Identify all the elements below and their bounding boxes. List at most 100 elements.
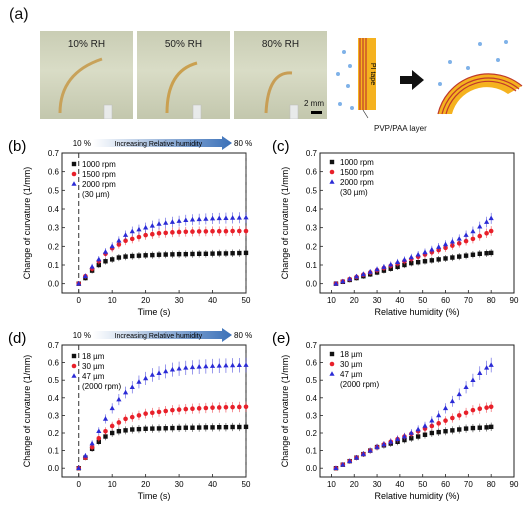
y-tick-label: 0.0 <box>306 280 318 289</box>
x-tick-label: 50 <box>418 296 427 305</box>
legend-marker <box>329 351 335 357</box>
data-point <box>395 264 400 270</box>
data-point <box>102 416 109 421</box>
data-point <box>436 257 441 262</box>
data-point <box>189 216 196 222</box>
y-tick-label: 0.1 <box>306 261 318 270</box>
data-point <box>463 253 469 258</box>
x-tick-label: 90 <box>510 480 519 489</box>
data-point <box>450 428 455 433</box>
data-point <box>217 251 222 256</box>
data-point <box>484 230 489 236</box>
data-point <box>477 425 482 430</box>
panel-b-label: (b) <box>8 138 26 155</box>
data-point <box>237 228 242 234</box>
data-point <box>223 424 229 430</box>
data-point <box>470 236 476 242</box>
panel-e-label: (e) <box>272 330 290 347</box>
data-point <box>230 215 236 220</box>
data-point <box>169 219 175 224</box>
data-point <box>190 251 195 257</box>
x-tick-label: 50 <box>242 480 251 489</box>
x-tick-label: 70 <box>464 296 473 305</box>
data-point <box>429 430 435 436</box>
data-point <box>223 405 229 410</box>
data-point <box>436 421 441 426</box>
legend-label: 30 µm <box>82 362 105 371</box>
legend-label: 47 µm <box>340 370 363 379</box>
data-point <box>443 418 448 423</box>
data-point <box>196 406 202 411</box>
panel-a-label: (a) <box>9 6 29 23</box>
data-point <box>109 405 115 411</box>
data-point <box>210 405 215 410</box>
data-point <box>216 405 222 410</box>
data-point <box>109 243 115 249</box>
x-tick-label: 80 <box>487 296 496 305</box>
data-point <box>409 260 414 266</box>
data-point <box>374 444 380 449</box>
y-tick-label: 0.1 <box>48 447 60 456</box>
data-point <box>150 426 155 431</box>
x-axis-label-e: Relative humidity (%) <box>374 491 459 501</box>
x-tick-label: 0 <box>77 480 82 489</box>
bending-schematic: PI tape <box>336 38 523 119</box>
y-tick-label: 0.2 <box>48 429 60 438</box>
series-c-2 <box>333 212 494 286</box>
data-point <box>183 406 189 412</box>
data-point <box>443 429 448 434</box>
legend-note: (30 µm) <box>82 190 110 199</box>
data-point <box>82 453 89 458</box>
humidity-arrow <box>92 136 233 150</box>
data-point <box>82 273 89 278</box>
data-point <box>170 425 175 431</box>
data-point <box>243 250 249 256</box>
legend-label: 18 µm <box>340 350 363 359</box>
data-point <box>176 251 182 257</box>
data-point <box>353 273 360 279</box>
series-e-0 <box>333 422 494 471</box>
data-point <box>488 404 494 410</box>
data-point <box>176 425 182 431</box>
legend-label: 1000 rpm <box>340 158 374 167</box>
data-point <box>116 255 122 260</box>
data-point <box>217 424 222 430</box>
data-point <box>415 260 421 265</box>
series-e-1 <box>333 401 494 471</box>
legend-label: 47 µm <box>82 372 105 381</box>
series-b-0 <box>76 249 249 286</box>
data-point <box>456 413 462 418</box>
data-point <box>429 258 435 263</box>
data-point <box>477 251 482 256</box>
x-tick-label: 20 <box>141 480 150 489</box>
data-point <box>230 251 235 256</box>
x-tick-label: 10 <box>327 296 336 305</box>
legend-marker <box>71 161 77 167</box>
data-point <box>123 428 128 433</box>
data-point <box>183 365 189 370</box>
data-point <box>130 253 135 259</box>
data-point <box>136 379 142 384</box>
data-point <box>163 408 169 414</box>
legend-marker <box>71 171 77 177</box>
strip-50rh-drawing <box>165 61 202 119</box>
data-point <box>333 280 339 286</box>
data-point <box>463 232 469 237</box>
data-point <box>103 259 108 264</box>
data-point <box>143 375 149 381</box>
data-point <box>443 256 448 261</box>
chart-d: (d) 0 10 20 30 40 50 0.0 0.1 0.2 0.3 0.4 0.5 0.6 0.7 Ti… <box>8 328 252 501</box>
y-axis-label-e: Change of curvature (1/mm) <box>280 355 290 468</box>
data-point <box>353 454 360 460</box>
data-point <box>381 441 387 447</box>
data-point <box>488 250 494 256</box>
legend-label: 18 µm <box>82 352 105 361</box>
strip-10rh-drawing <box>58 57 113 119</box>
data-point <box>169 366 175 372</box>
data-point <box>143 426 148 431</box>
data-point <box>484 405 489 410</box>
data-point <box>143 232 148 238</box>
data-point <box>236 214 242 220</box>
data-point <box>149 372 155 377</box>
data-point <box>89 440 95 446</box>
